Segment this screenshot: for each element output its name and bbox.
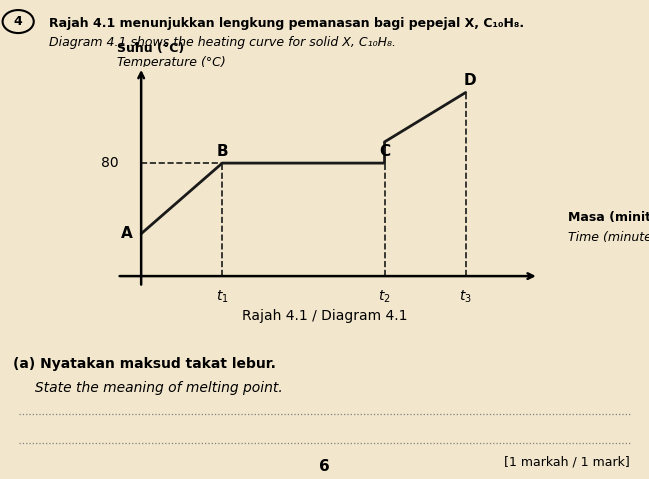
- Text: Temperature (°C): Temperature (°C): [117, 57, 226, 69]
- Text: $t_1$: $t_1$: [216, 289, 228, 305]
- Text: (a) Nyatakan maksud takat lebur.: (a) Nyatakan maksud takat lebur.: [13, 357, 276, 371]
- Text: Rajah 4.1 menunjukkan lengkung pemanasan bagi pepejal X, C₁₀H₈.: Rajah 4.1 menunjukkan lengkung pemanasan…: [49, 17, 524, 30]
- Text: Diagram 4.1 shows the heating curve for solid X, C₁₀H₈.: Diagram 4.1 shows the heating curve for …: [49, 36, 396, 49]
- Text: Rajah 4.1 / Diagram 4.1: Rajah 4.1 / Diagram 4.1: [241, 309, 408, 323]
- Text: $t_2$: $t_2$: [378, 289, 391, 305]
- Text: State the meaning of melting point.: State the meaning of melting point.: [13, 381, 283, 395]
- Text: 6: 6: [319, 459, 330, 474]
- Text: D: D: [463, 73, 476, 88]
- Text: A: A: [121, 226, 133, 241]
- Text: Time (minute): Time (minute): [568, 230, 649, 244]
- Text: Suhu (°C): Suhu (°C): [117, 42, 184, 55]
- Text: [1 markah / 1 mark]: [1 markah / 1 mark]: [504, 455, 630, 468]
- Text: 80: 80: [101, 156, 119, 170]
- Text: $t_3$: $t_3$: [459, 289, 472, 305]
- Text: Masa (minit): Masa (minit): [568, 211, 649, 225]
- Text: 4: 4: [14, 15, 23, 28]
- Text: B: B: [217, 144, 228, 159]
- Text: C: C: [379, 144, 390, 159]
